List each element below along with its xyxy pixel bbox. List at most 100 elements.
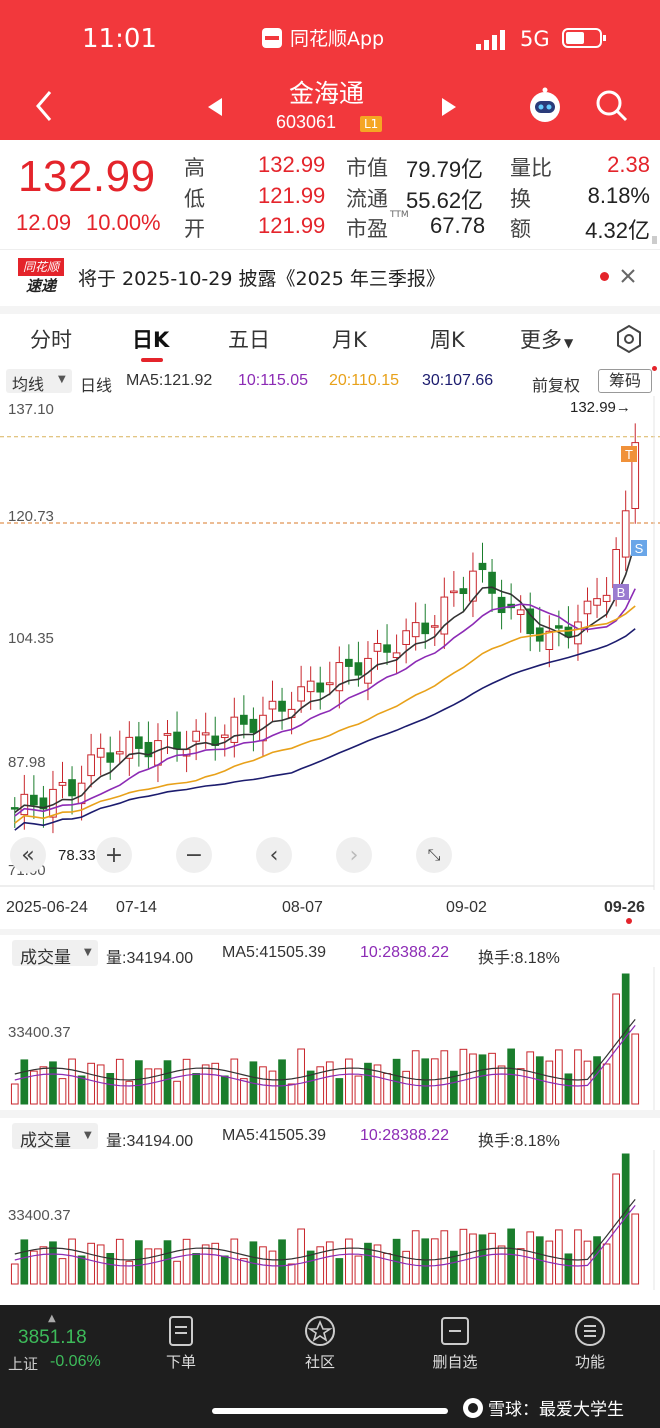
date-axis-label: 09-02	[446, 899, 487, 916]
volume-ma10: 10:28388.22	[360, 1127, 449, 1144]
nav-functions-label: 功能	[574, 1353, 605, 1371]
tab-intraday[interactable]: 分时	[30, 328, 72, 352]
xueqiu-logo-icon	[463, 1397, 483, 1418]
tab-more[interactable]: 更多 ▼	[520, 324, 573, 354]
nav-functions[interactable]: 功能	[545, 1315, 635, 1372]
prev-stock-button[interactable]	[204, 96, 226, 118]
volume-bar	[173, 1260, 181, 1285]
candle-body	[173, 731, 181, 750]
ma10-value: 10:115.05	[238, 372, 308, 389]
volume-bar	[106, 1072, 115, 1105]
volume-bar	[602, 1063, 611, 1105]
volume-bar	[68, 1058, 76, 1105]
news-close-button[interactable]	[618, 266, 638, 286]
tab-monthly-k[interactable]: 月K	[332, 328, 367, 352]
home-indicator[interactable]	[212, 1408, 448, 1414]
volume-bar	[96, 1064, 105, 1105]
volume-bar	[574, 1049, 582, 1105]
volume-bar	[163, 1240, 172, 1285]
period-label: 日线	[80, 378, 113, 395]
volume-bar	[373, 1064, 382, 1105]
volume-indicator-select[interactable]: 成交量 ▼	[12, 1123, 98, 1151]
candle-body	[306, 680, 315, 693]
volume-bar	[516, 1248, 525, 1285]
news-logo-bottom: 速递	[25, 277, 56, 295]
tab-daily-k[interactable]: 日K	[132, 328, 170, 352]
candle-body	[135, 736, 143, 749]
volume-ma10: 10:28388.22	[360, 944, 449, 961]
tab-weekly-k[interactable]: 周K	[430, 328, 465, 352]
volume-bar	[268, 1070, 277, 1105]
volume-bar	[135, 1240, 143, 1285]
volume-bar	[459, 1048, 468, 1105]
quote-expand-handle[interactable]	[652, 236, 657, 244]
volume-bar	[325, 1061, 334, 1105]
date-axis-label: 2025-06-24	[6, 899, 88, 916]
zoom-in-button[interactable]: +	[96, 837, 132, 873]
candle-body	[555, 625, 563, 629]
nav-remove-watchlist-label: 删自选	[432, 1353, 478, 1371]
volume-ma10-line	[14, 1205, 636, 1267]
chips-button[interactable]: 筹码	[598, 369, 652, 393]
search-button[interactable]	[594, 88, 630, 124]
scroll-left-button[interactable]: ‹	[256, 837, 292, 873]
candle-body	[220, 734, 229, 739]
scroll-left-fast-button[interactable]: «	[10, 837, 46, 873]
nav-remove-watchlist[interactable]: 删自选	[410, 1315, 500, 1372]
volume-axis-label: 33400.37	[8, 1024, 71, 1041]
price-axis-label: 137.10	[8, 401, 54, 418]
volume-chart[interactable]	[0, 1150, 660, 1290]
last-price: 132.99	[18, 152, 156, 201]
candle-body	[30, 794, 38, 806]
nav-community[interactable]: 社区	[275, 1315, 365, 1372]
candle-body	[488, 571, 496, 594]
indicator-label: 均线	[12, 375, 45, 394]
volume-bar	[364, 1242, 372, 1285]
high-price-marker: 132.99→	[570, 399, 631, 416]
tab-five-day[interactable]: 五日	[228, 328, 270, 352]
kline-chart[interactable]: T S B	[0, 396, 660, 890]
volume-bar	[450, 1250, 458, 1285]
high-value: 132.99	[258, 152, 326, 177]
candle-body	[373, 642, 382, 652]
back-button[interactable]	[30, 88, 60, 124]
adjust-mode[interactable]: 前复权	[532, 378, 581, 395]
indicator-select[interactable]: 均线 ▼	[6, 369, 72, 394]
volume-bar	[49, 1061, 57, 1105]
volume-chart[interactable]	[0, 967, 660, 1110]
svg-text:T: T	[625, 447, 633, 462]
candle-body	[316, 682, 325, 693]
news-logo: 同花顺 速递	[18, 258, 64, 298]
next-stock-button[interactable]	[438, 96, 460, 118]
price-change: 12.09	[16, 210, 72, 235]
candle-body	[516, 609, 525, 615]
price-axis-label: 104.35	[8, 630, 54, 647]
candle-body	[10, 807, 19, 810]
volume-bar	[430, 1058, 439, 1105]
price-axis-label: 87.98	[8, 754, 46, 771]
app-name-label: 同花顺App	[290, 28, 385, 50]
volume-bar	[430, 1238, 439, 1285]
candle-body	[240, 714, 248, 725]
volume-bar	[574, 1229, 582, 1285]
volume-bar	[173, 1080, 181, 1105]
volume-bar	[287, 1083, 296, 1105]
scroll-right-button[interactable]: ›	[336, 837, 372, 873]
volume-bar	[192, 1073, 200, 1105]
zoom-out-button[interactable]: −	[176, 837, 212, 873]
fullscreen-button[interactable]: ⤡	[416, 837, 452, 873]
triangle-right-icon	[442, 98, 456, 116]
robot-assistant-button[interactable]	[526, 86, 564, 124]
news-banner[interactable]: 同花顺 速递 将于 2025-10-29 披露《2025 年三季报》	[0, 250, 660, 302]
candle-body	[335, 662, 344, 692]
volume-bar	[230, 1238, 239, 1285]
volume-indicator-select[interactable]: 成交量 ▼	[12, 940, 98, 968]
index-widget[interactable]: ▲ 3851.18 上证 -0.06%	[0, 1305, 130, 1385]
candle-body	[39, 797, 48, 810]
volume-bar	[335, 1078, 344, 1105]
volume-bar	[87, 1062, 95, 1105]
candle-body	[144, 741, 153, 758]
volume-bar	[488, 1052, 496, 1105]
nav-order[interactable]: 下单	[136, 1315, 226, 1372]
chart-settings-button[interactable]	[614, 324, 644, 354]
